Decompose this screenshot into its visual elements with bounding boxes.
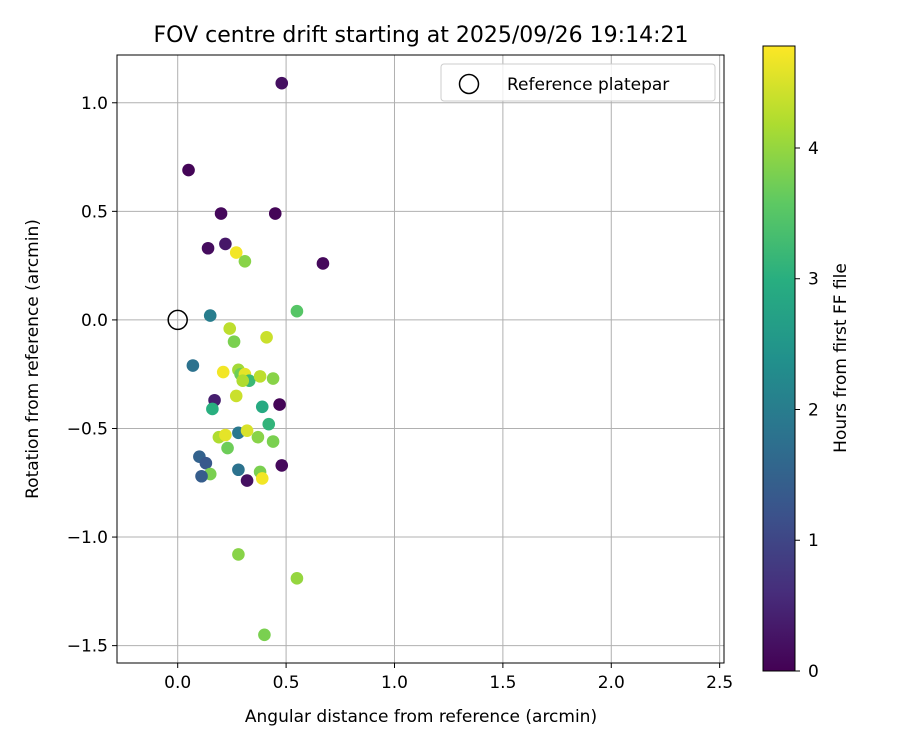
data-point xyxy=(268,207,282,220)
y-tick-label: −0.5 xyxy=(67,419,108,439)
grid xyxy=(117,55,724,663)
colorbar-tick-label: 1 xyxy=(808,531,819,551)
data-point xyxy=(316,257,330,270)
data-point xyxy=(232,463,245,477)
colorbar-tick-label: 4 xyxy=(808,139,819,159)
data-point xyxy=(240,424,254,437)
colorbar-frame xyxy=(762,45,796,672)
legend: Reference platepar xyxy=(440,63,716,102)
colorbar-gradient xyxy=(763,46,795,671)
y-tick-label: −1.5 xyxy=(67,637,108,657)
y-tick-label: 1.0 xyxy=(81,94,108,114)
data-point xyxy=(262,417,276,431)
colorbar-tick-label: 0 xyxy=(808,662,819,682)
data-point xyxy=(260,330,273,344)
data-point xyxy=(182,163,195,177)
colorbar-tick-label: 2 xyxy=(808,400,819,420)
axis-ticks: 0.0 0.5 1.0 1.5 2.0 2.5 1.0 0.5 0.0 −0.5 −1.0 −1.5 xyxy=(67,94,733,693)
data-point xyxy=(275,459,289,472)
data-point xyxy=(219,428,232,442)
x-tick-label: 2.5 xyxy=(706,673,733,693)
chart-title: FOV centre drift starting at 2025/09/26 … xyxy=(154,23,689,48)
colorbar: 0 1 2 3 4 Hours from first FF file xyxy=(762,45,851,682)
x-tick-label: 2.0 xyxy=(598,673,625,693)
data-point xyxy=(266,372,280,385)
data-point xyxy=(273,398,286,411)
y-tick-label: 0.0 xyxy=(81,311,108,331)
data-point xyxy=(255,472,269,485)
data-point xyxy=(221,441,234,455)
reference-platepar-marker xyxy=(167,309,188,331)
reference-marker-layer xyxy=(167,309,188,331)
x-tick-label: 0.0 xyxy=(164,673,191,693)
scatter-points xyxy=(182,76,330,642)
data-point xyxy=(199,456,213,470)
data-point xyxy=(229,389,243,403)
x-tick-label: 0.5 xyxy=(273,673,300,693)
y-axis-label: Rotation from reference (arcmin) xyxy=(23,219,43,499)
data-point xyxy=(229,246,243,259)
data-point xyxy=(266,435,280,448)
y-tick-label: 0.5 xyxy=(81,202,108,222)
data-point xyxy=(203,309,217,322)
legend-box xyxy=(440,63,716,102)
data-point xyxy=(275,76,289,90)
legend-entry-reference: Reference platepar xyxy=(507,75,669,95)
y-tick-label: −1.0 xyxy=(67,528,108,548)
data-point xyxy=(258,628,271,642)
data-point xyxy=(219,237,232,251)
data-point xyxy=(214,207,228,220)
data-point xyxy=(251,430,265,444)
data-point xyxy=(240,474,254,487)
data-point xyxy=(201,241,215,255)
data-point xyxy=(255,400,269,414)
data-point xyxy=(236,374,250,388)
data-point xyxy=(206,402,219,416)
data-point xyxy=(227,335,241,348)
x-tick-label: 1.5 xyxy=(489,673,516,693)
data-point xyxy=(253,370,267,383)
data-point xyxy=(238,254,252,268)
colorbar-ticks: 0 1 2 3 4 xyxy=(795,139,819,682)
x-tick-label: 1.0 xyxy=(381,673,408,693)
data-point xyxy=(232,548,245,561)
legend-reference-marker xyxy=(458,73,480,95)
data-point xyxy=(216,365,230,379)
data-point xyxy=(186,359,200,372)
data-point xyxy=(195,469,208,483)
colorbar-tick-label: 3 xyxy=(808,270,819,290)
plot-frame xyxy=(116,54,725,664)
colorbar-label: Hours from first FF file xyxy=(831,263,851,453)
data-point xyxy=(290,304,304,318)
data-point xyxy=(290,572,304,585)
data-point xyxy=(223,322,237,335)
x-axis-label: Angular distance from reference (arcmin) xyxy=(245,707,597,727)
